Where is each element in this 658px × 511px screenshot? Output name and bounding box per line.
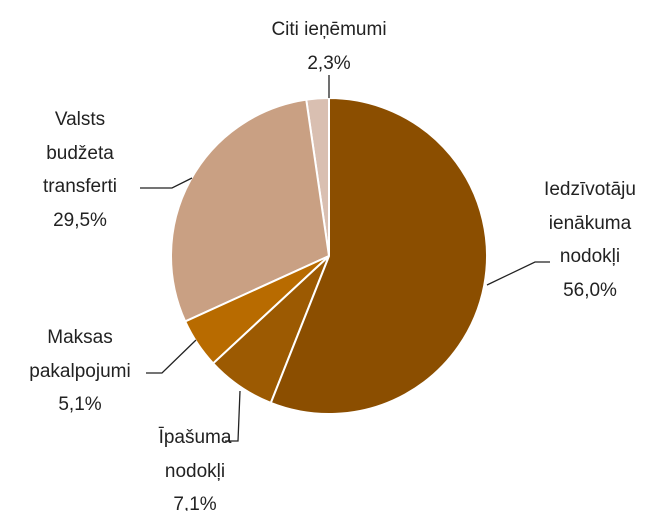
category-label: Maksas pakalpojumi <box>29 327 131 382</box>
data-label: Valsts budžeta transferti 29,5% <box>20 103 140 237</box>
value-label: 56,0% <box>563 279 617 301</box>
category-label: Valsts budžeta transferti <box>43 109 117 197</box>
data-label: Iedzīvotāju ienākuma nodokļi 56,0% <box>530 173 650 307</box>
leader-line <box>225 390 241 442</box>
value-label: 7,1% <box>173 494 217 511</box>
pie-slice <box>170 98 331 323</box>
data-label: Maksas pakalpojumi 5,1% <box>5 321 155 422</box>
leader-line <box>146 339 197 374</box>
leader-line <box>140 177 193 189</box>
category-label: Iedzīvotāju ienākuma nodokļi <box>544 179 636 267</box>
category-label: Citi ieņēmumi <box>271 19 387 40</box>
leader-line <box>486 261 550 286</box>
value-label: 29,5% <box>53 209 107 231</box>
data-label: Īpašuma nodokļi 7,1% <box>140 421 250 511</box>
value-label: 5,1% <box>58 394 102 415</box>
value-label: 2,3% <box>307 52 351 74</box>
data-label: Citi ieņēmumi 2,3% <box>219 13 439 80</box>
pie-slice <box>269 96 488 415</box>
category-label: Īpašuma nodokļi <box>158 427 232 482</box>
